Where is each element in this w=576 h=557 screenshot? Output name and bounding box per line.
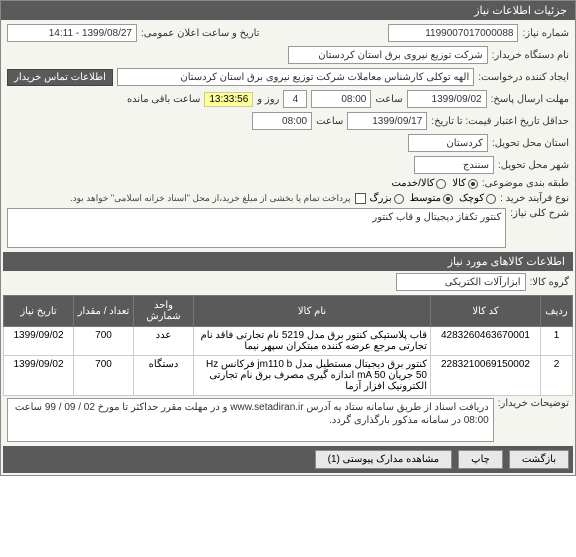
process-label: نوع فرآیند خرید : <box>500 193 569 204</box>
budget-type-group: کالا کالا/خدمت <box>391 178 477 189</box>
countdown-timer: 13:33:56 <box>204 92 253 107</box>
creator-label: ایجاد کننده درخواست: <box>478 72 569 83</box>
cell-idx: 1 <box>541 327 573 356</box>
min-valid-label: حداقل تاریخ اعتبار قیمت: تا تاریخ: <box>431 116 569 127</box>
cell-code: 4283260463670001 <box>431 327 541 356</box>
group-field: ابزارآلات الکتریکی <box>396 273 526 291</box>
reply-date-field: 1399/09/02 <box>407 90 487 108</box>
col-code: کد کالا <box>431 296 541 327</box>
radio-dot-icon <box>468 179 478 189</box>
cell-name: قاب پلاستیکی کنتور برق مدل 5219 نام تجار… <box>194 327 431 356</box>
window-title-bar: جزئیات اطلاعات نیاز <box>1 1 575 20</box>
public-date-field: 1399/08/27 - 14:11 <box>7 24 137 42</box>
process-type-group: کوچک متوسط بزرگ <box>370 193 497 204</box>
radio-dot-icon <box>436 179 446 189</box>
close-button[interactable]: بازگشت <box>509 450 569 469</box>
radio-dot-icon <box>394 194 404 204</box>
cell-date: 1399/09/02 <box>4 356 74 396</box>
table-header-row: ردیف کد کالا نام کالا واحد شمارش تعداد /… <box>4 296 573 327</box>
budget-type-label: طبقه بندی موضوعی: <box>482 178 569 189</box>
req-number-label: شماره نیاز: <box>522 28 569 39</box>
remaining-label: ساعت باقی مانده <box>127 94 200 105</box>
province-field: کردستان <box>408 134 488 152</box>
min-valid-date-field: 1399/09/17 <box>347 112 427 130</box>
col-date: تاریخ نیاز <box>4 296 74 327</box>
buyer-org-field: شرکت توزیع نیروی برق استان کردستان <box>288 46 488 64</box>
items-section-header: اطلاعات کالاهای مورد نیاز <box>3 252 573 271</box>
buyer-notes-label: توضیحات خریدار: <box>498 398 569 409</box>
general-title-label: شرح کلی نیاز: <box>510 208 569 219</box>
buyer-notes-field: دریافت اسناد از طریق سامانه ستاد به آدرس… <box>7 398 494 442</box>
contact-info-tab[interactable]: اطلاعات تماس خریدار <box>7 69 113 86</box>
radio-large[interactable]: بزرگ <box>370 193 404 204</box>
cell-unit: دستگاه <box>134 356 194 396</box>
cell-code: 2283210069150002 <box>431 356 541 396</box>
footer-toolbar: بازگشت چاپ مشاهده مدارک پیوستی (1) <box>3 446 573 473</box>
cell-qty: 700 <box>74 356 134 396</box>
general-title-field: کنتور تکفاز دیجیتال و قاب کنتور <box>7 208 506 248</box>
radio-dot-icon <box>443 194 453 204</box>
treasury-checkbox[interactable] <box>355 193 366 204</box>
cell-qty: 700 <box>74 327 134 356</box>
treasury-note: پرداخت تمام یا بخشی از مبلغ خرید،از محل … <box>70 193 350 204</box>
cell-name: کنتور برق دیجیتال مستطیل مدل jm110 b فرک… <box>194 356 431 396</box>
days-label: روز و <box>257 94 279 105</box>
cell-date: 1399/09/02 <box>4 327 74 356</box>
items-table: ردیف کد کالا نام کالا واحد شمارش تعداد /… <box>3 295 573 396</box>
attachments-button[interactable]: مشاهده مدارک پیوستی (1) <box>315 450 453 469</box>
city-field: سنندج <box>414 156 494 174</box>
min-valid-hour-field: 08:00 <box>252 112 312 130</box>
main-window: جزئیات اطلاعات نیاز شماره نیاز: 11990070… <box>0 0 576 476</box>
col-name: نام کالا <box>194 296 431 327</box>
radio-mid[interactable]: متوسط <box>410 193 453 204</box>
radio-service[interactable]: کالا/خدمت <box>391 178 446 189</box>
table-row[interactable]: 2 2283210069150002 کنتور برق دیجیتال مست… <box>4 356 573 396</box>
buyer-org-label: نام دستگاه خریدار: <box>492 50 569 61</box>
city-label: شهر محل تحویل: <box>498 160 569 171</box>
content-area: شماره نیاز: 1199007017000088 تاریخ و ساع… <box>1 20 575 475</box>
radio-small[interactable]: کوچک <box>459 193 496 204</box>
days-count: 4 <box>283 90 307 108</box>
reply-hour-field: 08:00 <box>311 90 371 108</box>
cell-idx: 2 <box>541 356 573 396</box>
cell-unit: عدد <box>134 327 194 356</box>
print-button[interactable]: چاپ <box>458 450 503 469</box>
radio-dot-icon <box>486 194 496 204</box>
public-date-label: تاریخ و ساعت اعلان عمومی: <box>141 28 260 39</box>
province-label: استان محل تحویل: <box>492 138 569 149</box>
col-idx: ردیف <box>541 296 573 327</box>
min-valid-hour-label: ساعت <box>316 116 343 127</box>
radio-goods[interactable]: کالا <box>452 178 478 189</box>
group-label: گروه کالا: <box>530 277 569 288</box>
col-unit: واحد شمارش <box>134 296 194 327</box>
col-qty: تعداد / مقدار <box>74 296 134 327</box>
table-row[interactable]: 1 4283260463670001 قاب پلاستیکی کنتور بر… <box>4 327 573 356</box>
window-title: جزئیات اطلاعات نیاز <box>474 5 567 17</box>
reply-deadline-label: مهلت ارسال پاسخ: <box>491 94 569 105</box>
reply-hour-label: ساعت <box>375 94 402 105</box>
creator-field: الهه توکلی کارشناس معاملات شرکت توزیع نی… <box>117 68 474 86</box>
req-number-field: 1199007017000088 <box>388 24 518 42</box>
